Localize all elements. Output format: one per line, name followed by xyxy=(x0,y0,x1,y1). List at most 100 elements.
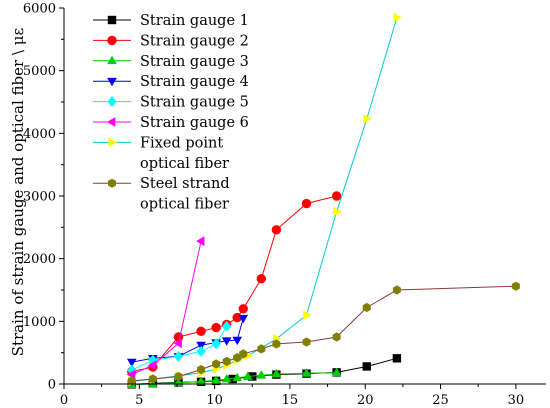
series-8-point xyxy=(272,339,281,349)
series-3-point xyxy=(271,368,282,378)
series-6-point xyxy=(147,360,157,371)
series-1-point xyxy=(392,354,402,363)
series-5-point xyxy=(196,345,206,357)
legend-entry-4-marker-swatch xyxy=(107,77,117,87)
series-8-point xyxy=(197,364,206,375)
legend-entry-3-label: Strain gauge 3 xyxy=(140,54,249,70)
series-5-point xyxy=(222,320,232,332)
series-4-point xyxy=(238,314,249,324)
series-1-point xyxy=(228,374,237,384)
legend-entry-2: Strain gauge 2 xyxy=(93,33,249,49)
series-2-point xyxy=(256,274,267,284)
series-7-point xyxy=(363,114,372,124)
series-1-point xyxy=(362,362,371,371)
series-3 xyxy=(126,367,342,388)
legend-entry-1: Strain gauge 1 xyxy=(93,13,249,29)
series-6-line xyxy=(131,240,202,376)
y-tick-label: 2000 xyxy=(23,252,56,267)
series-8-point xyxy=(174,371,183,382)
y-tick-label: 0 xyxy=(48,378,56,393)
series-5-point xyxy=(173,350,184,362)
series-8-point xyxy=(302,337,311,347)
legend: Strain gauge 1 Strain gauge 2 Strain gauge… xyxy=(93,13,249,213)
series-6-point xyxy=(196,236,205,246)
series-6 xyxy=(126,236,205,380)
series-8-point xyxy=(239,349,248,359)
legend-entry-7-label: Fixed point optical fiber xyxy=(140,135,229,171)
series-7-point xyxy=(333,206,342,217)
y-tick-label: 6000 xyxy=(23,2,56,17)
series-2 xyxy=(127,191,342,377)
series-6-point xyxy=(173,338,182,349)
series-3-line xyxy=(131,372,337,386)
x-tick-label: 5 xyxy=(135,393,143,408)
legend-entry-2-label: Strain gauge 2 xyxy=(140,33,249,49)
legend-entry-8-label: Steel strand optical fiber xyxy=(140,176,230,212)
y-tick-label: 5000 xyxy=(23,64,56,79)
series-3-point xyxy=(232,372,243,382)
series-8-point xyxy=(148,374,157,384)
legend-entry-6-label: Strain gauge 6 xyxy=(140,115,249,131)
legend-entry-6: Strain gauge 6 xyxy=(93,115,249,131)
legend-entry-4-label: Strain gauge 4 xyxy=(140,74,249,90)
x-tick-label: 25 xyxy=(432,393,449,408)
y-tick-label: 1000 xyxy=(23,315,56,330)
series-3-point xyxy=(242,371,253,380)
series-8-point xyxy=(332,332,341,342)
series-3-point xyxy=(301,368,312,377)
series-5-point xyxy=(211,338,221,350)
legend-entry-2-marker-swatch xyxy=(107,35,117,46)
series-2-point xyxy=(211,322,221,333)
series-2-point xyxy=(196,326,206,337)
series-3-point xyxy=(331,367,342,377)
series-3-point xyxy=(256,370,267,379)
series-8-point xyxy=(212,359,221,369)
x-tick-label: 10 xyxy=(206,393,223,408)
series-3-point xyxy=(221,373,232,383)
plot-area xyxy=(126,12,520,389)
series-7-point xyxy=(393,12,402,23)
x-tick-label: 30 xyxy=(508,393,525,408)
legend-entry-8-marker-swatch xyxy=(107,178,117,188)
legend-entry-3-marker-swatch xyxy=(107,55,117,65)
series-4-point xyxy=(232,336,243,346)
series-4-point xyxy=(221,337,232,346)
series-7-point xyxy=(303,310,312,320)
legend-entry-1-label: Strain gauge 1 xyxy=(140,13,249,29)
series-8-point xyxy=(511,281,520,291)
y-tick-label: 4000 xyxy=(23,127,56,142)
y-tick-label: 3000 xyxy=(23,190,56,205)
legend-entry-3: Strain gauge 3 xyxy=(93,54,249,70)
x-tick-label: 15 xyxy=(282,393,299,408)
series-8-point xyxy=(257,344,266,354)
series-3-point xyxy=(196,376,206,385)
series-2-point xyxy=(271,225,282,235)
legend-entry-1-marker-swatch xyxy=(107,15,117,25)
series-2-point xyxy=(331,191,342,201)
x-tick-label: 0 xyxy=(60,393,68,408)
series-8-point xyxy=(222,356,231,367)
legend-entry-8: Steel strand optical fiber xyxy=(93,176,230,213)
series-8-point xyxy=(233,353,242,363)
series-4-point xyxy=(126,358,137,368)
legend-entry-6-marker-swatch xyxy=(106,117,116,127)
legend-entry-7: Fixed point optical fiber xyxy=(93,135,229,172)
legend-entry-5-marker-swatch xyxy=(107,96,117,108)
series-8-line xyxy=(131,285,516,382)
series-1-line xyxy=(131,357,398,385)
y-axis-title: Strain of strain gauge and optical fiber… xyxy=(9,27,27,356)
series-2-point xyxy=(301,198,312,209)
series-8 xyxy=(127,281,520,386)
series-2-line xyxy=(131,195,337,372)
legend-entry-4: Strain gauge 4 xyxy=(93,74,249,90)
legend-entry-5-label: Strain gauge 5 xyxy=(140,95,249,111)
x-tick-label: 20 xyxy=(357,393,374,408)
series-8-point xyxy=(392,285,401,295)
series-3-point xyxy=(211,375,221,384)
series-8-point xyxy=(127,376,136,386)
legend-entry-7-marker-swatch xyxy=(108,137,118,148)
series-2-point xyxy=(238,304,248,314)
series-8-point xyxy=(362,302,371,313)
